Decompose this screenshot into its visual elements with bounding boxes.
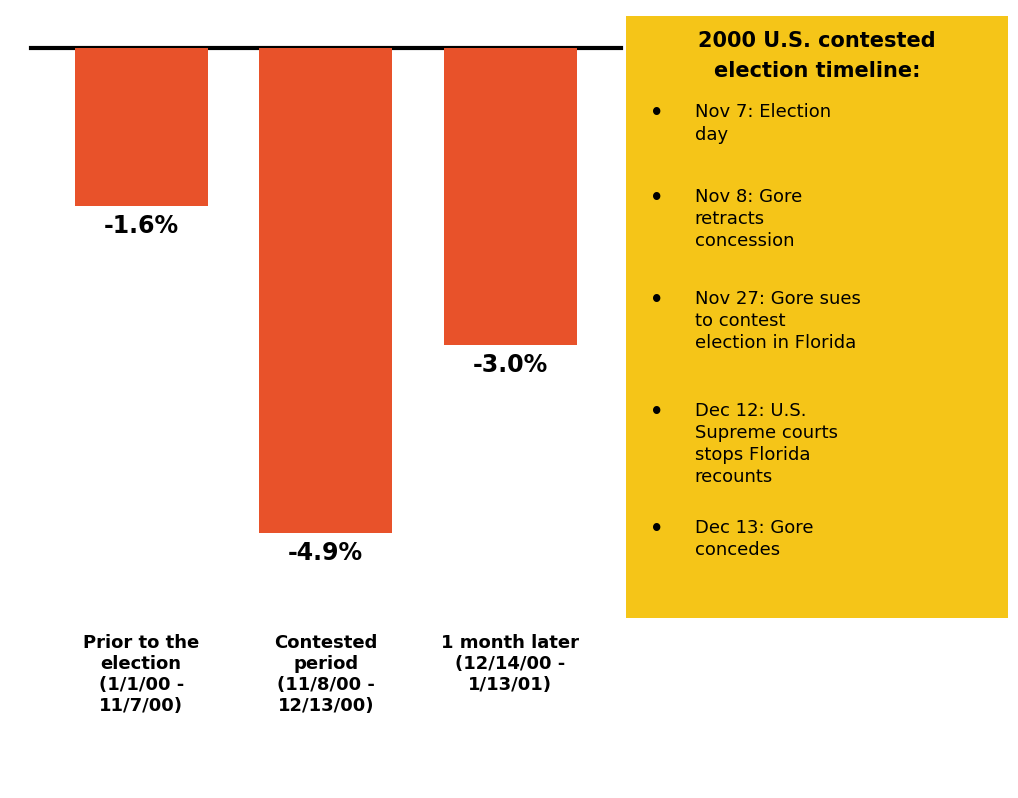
Bar [444, 48, 577, 345]
Text: Contested
period
(11/8/00 -
12/13/00): Contested period (11/8/00 - 12/13/00) [274, 634, 378, 715]
Text: -4.9%: -4.9% [288, 541, 363, 565]
Text: 1 month later
(12/14/00 -
1/13/01): 1 month later (12/14/00 - 1/13/01) [441, 634, 579, 694]
Text: •: • [649, 401, 664, 421]
Text: 2000 U.S. contested: 2000 U.S. contested [698, 31, 936, 51]
Text: Nov 7: Election
day: Nov 7: Election day [694, 103, 831, 144]
Text: Nov 8: Gore
retracts
concession: Nov 8: Gore retracts concession [694, 188, 802, 250]
Text: •: • [649, 519, 664, 539]
Text: •: • [649, 103, 664, 124]
Text: election timeline:: election timeline: [714, 61, 920, 81]
Bar [74, 48, 208, 207]
Text: Dec 12: U.S.
Supreme courts
stops Florida
recounts: Dec 12: U.S. Supreme courts stops Florid… [694, 401, 838, 486]
Text: Prior to the
election
(1/1/00 -
11/7/00): Prior to the election (1/1/00 - 11/7/00) [83, 634, 200, 715]
Text: -3.0%: -3.0% [472, 353, 548, 377]
Text: Dec 13: Gore
concedes: Dec 13: Gore concedes [694, 519, 813, 559]
Text: Nov 27: Gore sues
to contest
election in Florida: Nov 27: Gore sues to contest election in… [694, 290, 860, 353]
Bar [260, 48, 392, 533]
Text: •: • [649, 188, 664, 207]
FancyBboxPatch shape [626, 16, 1008, 618]
Text: •: • [649, 290, 664, 310]
Text: -1.6%: -1.6% [104, 215, 179, 239]
